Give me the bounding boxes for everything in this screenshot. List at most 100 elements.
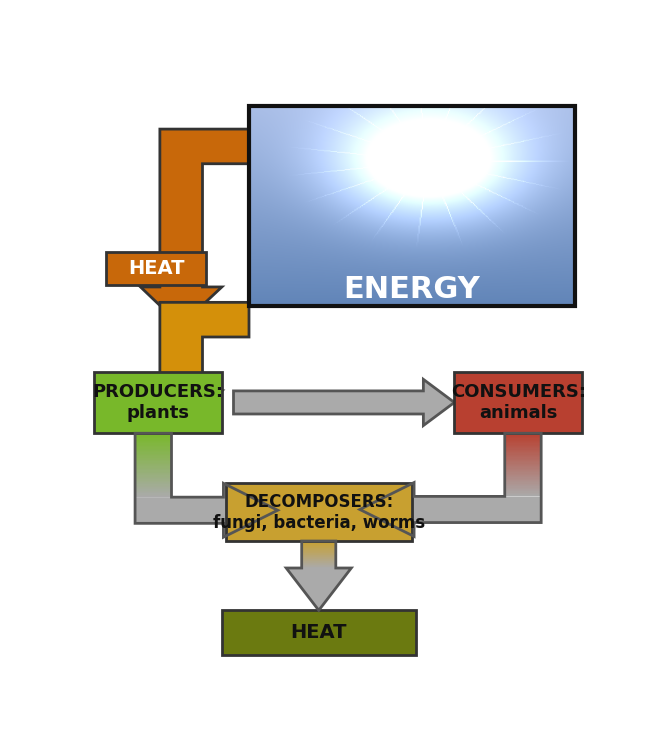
Text: ENERGY: ENERGY [343,275,480,304]
Polygon shape [505,436,541,437]
Polygon shape [505,433,541,435]
Polygon shape [505,495,541,496]
Polygon shape [505,465,541,466]
Polygon shape [135,448,171,450]
Polygon shape [505,455,541,456]
Polygon shape [135,447,171,448]
Polygon shape [135,436,171,437]
Polygon shape [135,472,171,473]
Polygon shape [135,470,171,472]
Polygon shape [135,435,171,436]
Text: CONSUMERS:
animals: CONSUMERS: animals [451,383,586,422]
Polygon shape [135,433,171,435]
Polygon shape [505,486,541,488]
Polygon shape [505,470,541,471]
Polygon shape [135,450,171,451]
Polygon shape [505,473,541,475]
Bar [94,371,222,433]
Polygon shape [286,568,351,610]
Text: HEAT: HEAT [128,259,185,278]
Polygon shape [135,455,171,456]
Polygon shape [135,441,171,442]
Polygon shape [505,492,541,494]
Polygon shape [505,450,541,451]
Polygon shape [135,439,171,441]
Polygon shape [135,485,171,487]
Polygon shape [135,474,171,476]
Polygon shape [505,464,541,465]
Polygon shape [135,467,171,468]
Polygon shape [505,479,541,480]
Polygon shape [135,460,171,461]
Polygon shape [233,379,454,426]
Polygon shape [135,483,277,538]
Polygon shape [135,463,171,464]
Polygon shape [505,460,541,461]
Polygon shape [505,445,541,446]
Polygon shape [505,442,541,443]
Polygon shape [505,435,541,436]
Polygon shape [135,468,171,469]
Text: PRODUCERS:
plants: PRODUCERS: plants [92,383,223,422]
Polygon shape [135,480,171,482]
Polygon shape [505,443,541,445]
Polygon shape [135,473,171,474]
Text: HEAT: HEAT [291,623,347,643]
Polygon shape [505,481,541,482]
Polygon shape [135,465,171,467]
Polygon shape [135,488,171,489]
Polygon shape [505,441,541,442]
Polygon shape [505,451,541,452]
Polygon shape [505,454,541,455]
Polygon shape [505,447,541,448]
Polygon shape [505,437,541,439]
Polygon shape [135,491,171,492]
Bar [105,252,206,285]
Polygon shape [135,437,171,439]
Polygon shape [135,483,171,485]
Polygon shape [135,459,171,460]
Bar [222,610,416,655]
Polygon shape [135,452,171,454]
Polygon shape [505,462,541,464]
Polygon shape [135,476,171,478]
Text: DECOMPOSERS:
fungi, bacteria, worms: DECOMPOSERS: fungi, bacteria, worms [213,493,425,532]
Polygon shape [505,469,541,470]
Polygon shape [135,493,171,495]
Polygon shape [505,475,541,476]
Polygon shape [360,482,541,537]
Bar [249,106,575,307]
Polygon shape [135,478,171,479]
Polygon shape [505,461,541,462]
Polygon shape [135,495,171,496]
Polygon shape [135,492,171,493]
Polygon shape [505,476,541,477]
Polygon shape [135,458,171,459]
Polygon shape [135,469,171,470]
Polygon shape [505,471,541,473]
Polygon shape [505,446,541,447]
Polygon shape [505,482,541,484]
Polygon shape [505,452,541,454]
Polygon shape [135,456,171,458]
Bar [226,483,412,541]
Polygon shape [135,482,171,483]
Polygon shape [135,496,171,497]
Polygon shape [505,490,541,492]
Polygon shape [505,480,541,481]
Polygon shape [505,488,541,490]
Polygon shape [135,464,171,465]
Polygon shape [135,445,171,446]
Polygon shape [505,484,541,485]
Polygon shape [505,467,541,469]
Polygon shape [505,448,541,450]
Polygon shape [505,485,541,486]
Bar [454,371,583,433]
Polygon shape [505,466,541,467]
Polygon shape [135,487,171,488]
Polygon shape [505,456,541,458]
Polygon shape [505,439,541,441]
Polygon shape [140,129,249,325]
Polygon shape [135,446,171,447]
Polygon shape [135,479,171,480]
